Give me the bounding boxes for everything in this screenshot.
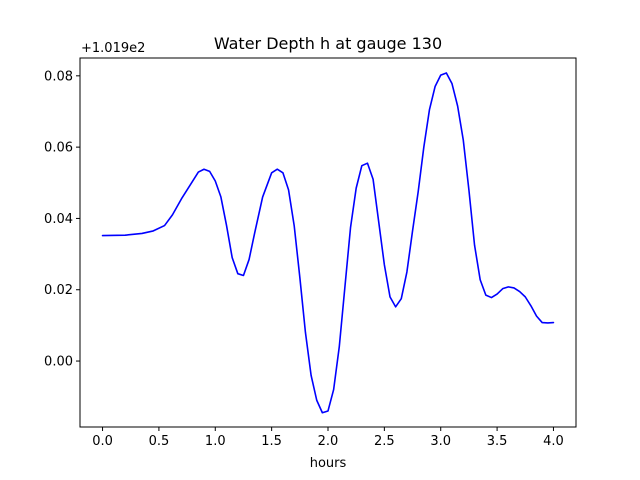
x-tick-label: 0.0 (92, 434, 113, 449)
y-tick-label: 0.06 (44, 141, 73, 156)
x-tick-label: 0.5 (149, 434, 170, 449)
x-tick-label: 2.5 (374, 434, 395, 449)
y-tick-label: 0.04 (44, 212, 73, 227)
x-tick-label: 2.0 (318, 434, 339, 449)
x-tick-label: 1.0 (205, 434, 226, 449)
x-tick-label: 3.5 (487, 434, 508, 449)
x-tick-label: 4.0 (543, 434, 564, 449)
x-tick-label: 1.5 (261, 434, 282, 449)
plot-area: 0.0 0.5 1.0 1.5 2.0 2.5 3.0 3.5 4.0 0.00 0.02 0.04 0… (44, 57, 577, 449)
chart-title: Water Depth h at gauge 130 (214, 34, 442, 53)
y-offset-label: +1.019e2 (81, 41, 145, 56)
y-tick-label: 0.00 (44, 355, 73, 370)
x-tick-label: 3.0 (430, 434, 451, 449)
x-axis-label: hours (310, 456, 347, 471)
y-tick-label: 0.08 (44, 69, 73, 84)
series-line-0 (101, 72, 555, 414)
y-tick-label: 0.02 (44, 283, 73, 298)
